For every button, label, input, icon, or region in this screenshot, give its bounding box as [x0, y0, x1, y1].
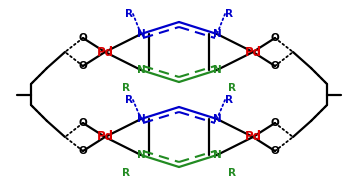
- Text: N: N: [137, 29, 145, 39]
- Text: R: R: [225, 95, 233, 105]
- Text: Pd: Pd: [245, 46, 261, 59]
- Text: R: R: [122, 168, 130, 178]
- Text: O: O: [79, 146, 87, 156]
- Text: N: N: [213, 150, 221, 160]
- Text: O: O: [271, 146, 279, 156]
- Text: R: R: [228, 168, 236, 178]
- Text: R: R: [225, 9, 233, 19]
- Text: R: R: [122, 83, 130, 93]
- Text: Pd: Pd: [97, 130, 113, 143]
- Text: O: O: [271, 61, 279, 71]
- Text: Pd: Pd: [97, 46, 113, 59]
- Text: R: R: [125, 95, 133, 105]
- Text: R: R: [228, 83, 236, 93]
- Text: R: R: [125, 9, 133, 19]
- Text: N: N: [137, 114, 145, 124]
- Text: N: N: [137, 65, 145, 75]
- Text: N: N: [213, 29, 221, 39]
- Text: O: O: [79, 61, 87, 71]
- Text: N: N: [213, 65, 221, 75]
- Text: O: O: [79, 118, 87, 128]
- Text: Pd: Pd: [245, 130, 261, 143]
- Text: N: N: [213, 114, 221, 124]
- Text: O: O: [79, 33, 87, 43]
- Text: O: O: [271, 33, 279, 43]
- Text: N: N: [137, 150, 145, 160]
- Text: O: O: [271, 118, 279, 128]
